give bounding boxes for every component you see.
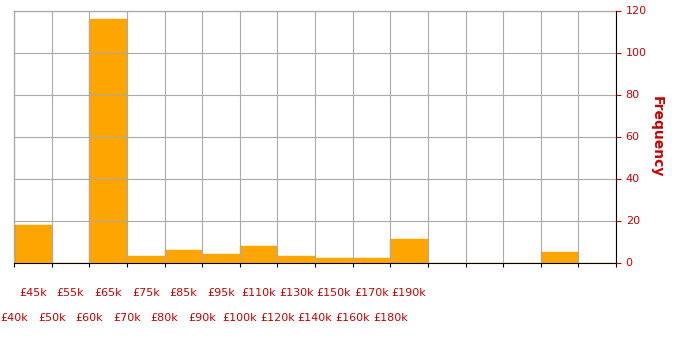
Bar: [90, 19, 127, 262]
Text: £50k: £50k: [38, 313, 65, 323]
Text: £55k: £55k: [57, 288, 84, 298]
Text: £90k: £90k: [188, 313, 216, 323]
Text: £80k: £80k: [150, 313, 178, 323]
Bar: [353, 258, 391, 262]
Text: £160k: £160k: [335, 313, 370, 323]
Text: £95k: £95k: [207, 288, 234, 298]
Text: £100k: £100k: [223, 313, 257, 323]
Text: £40k: £40k: [0, 313, 28, 323]
Text: £85k: £85k: [169, 288, 197, 298]
Text: £150k: £150k: [316, 288, 351, 298]
Bar: [202, 254, 239, 262]
Text: £75k: £75k: [132, 288, 160, 298]
Text: £140k: £140k: [298, 313, 332, 323]
Bar: [14, 225, 52, 262]
Bar: [239, 246, 277, 262]
Bar: [277, 256, 315, 262]
Bar: [540, 252, 578, 262]
Text: £170k: £170k: [354, 288, 388, 298]
Bar: [164, 250, 202, 262]
Text: £60k: £60k: [76, 313, 103, 323]
Text: £110k: £110k: [241, 288, 276, 298]
Text: £45k: £45k: [19, 288, 47, 298]
Text: £130k: £130k: [279, 288, 314, 298]
Text: £70k: £70k: [113, 313, 141, 323]
Bar: [127, 256, 164, 262]
Text: £65k: £65k: [94, 288, 122, 298]
Bar: [315, 258, 353, 262]
Text: £190k: £190k: [392, 288, 426, 298]
Bar: [391, 239, 428, 262]
Text: £120k: £120k: [260, 313, 295, 323]
Text: £180k: £180k: [373, 313, 407, 323]
Y-axis label: Frequency: Frequency: [650, 96, 664, 177]
